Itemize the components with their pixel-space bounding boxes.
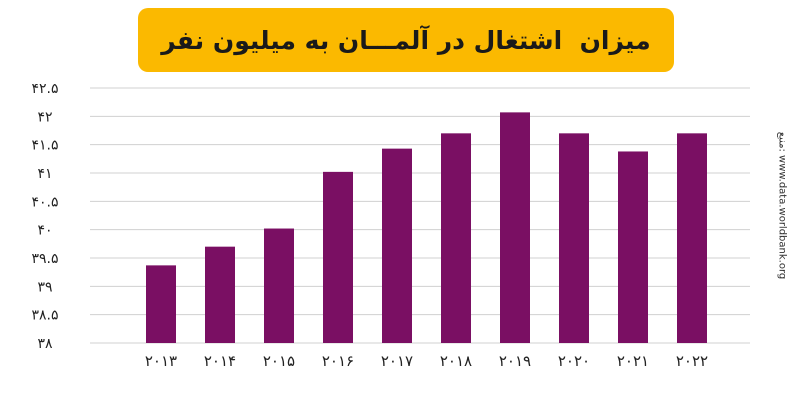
y-tick-label: ۴۰.۵ [31,194,58,210]
x-tick-label: ۲۰۲۰ [558,352,590,370]
bar [205,246,235,343]
x-tick-label: ۲۰۱۵ [263,352,295,370]
y-tick-label: ۴۲.۵ [31,81,58,97]
x-tick-label: ۲۰۱۹ [499,352,531,370]
y-tick-label: ۴۲ [37,109,52,125]
x-tick-label: ۲۰۱۴ [204,352,236,370]
bar [323,171,353,343]
bar [618,151,648,343]
y-tick-label: ۴۱ [37,166,52,182]
y-tick-label: ۳۸ [37,336,53,352]
bar [677,133,707,343]
bar [441,133,471,343]
source-text: منبع: www.data.worldbank.org [776,131,788,279]
bar [146,265,176,343]
bar [500,112,530,343]
chart-title: میزان اشتغال در آلمـــان به میلیون نفر [161,25,651,55]
bar [382,148,412,343]
y-tick-label: ۴۰ [37,223,52,239]
bar [559,133,589,343]
x-tick-label: ۲۰۲۲ [676,352,708,370]
source-credit: منبع: www.data.worldbank.org [767,130,797,280]
x-tick-label: ۲۰۱۷ [381,352,413,370]
y-tick-label: ۳۹.۵ [31,251,58,267]
y-tick-label: ۳۸.۵ [31,308,58,324]
x-tick-label: ۲۰۱۶ [322,352,354,370]
x-tick-label: ۲۰۱۸ [440,352,472,370]
bar [264,228,294,343]
x-tick-label: ۲۰۲۱ [617,352,649,370]
y-tick-label: ۴۱.۵ [31,138,58,154]
x-tick-label: ۲۰۱۳ [145,352,177,370]
chart-title-banner: میزان اشتغال در آلمـــان به میلیون نفر [138,8,674,72]
y-tick-label: ۳۹ [37,279,52,295]
